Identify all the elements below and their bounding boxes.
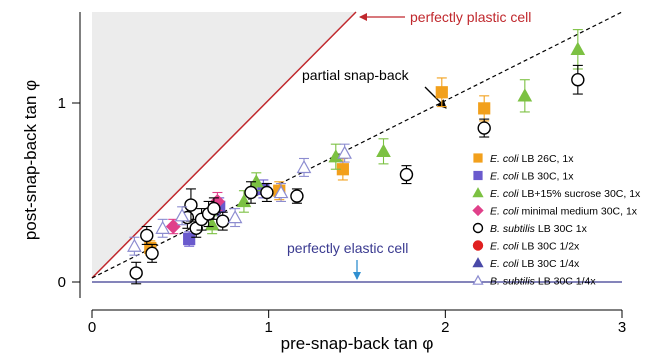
legend-species: E. coli: [490, 153, 519, 165]
data-point: [244, 185, 258, 200]
data-point: [127, 238, 142, 252]
legend-condition: LB 30C 1/4x: [535, 276, 596, 288]
legend-entry: E. coli LB 30C 1/2x: [490, 241, 580, 253]
series: [129, 64, 585, 285]
data-point: [129, 266, 143, 280]
legend-species: E. coli: [490, 241, 519, 253]
legend-entry: B. subtilis LB 30C 1/4x: [490, 276, 596, 288]
snapback-annotation: partial snap-back: [302, 67, 410, 83]
legend-marker: [472, 187, 484, 198]
data-point: [140, 228, 154, 243]
legend-marker: [472, 240, 484, 251]
data-point: [165, 219, 181, 234]
snapback-annotation-arrow: [424, 86, 447, 109]
legend-condition: LB 30C 1/4x: [519, 258, 580, 270]
legend-species: E. coli: [490, 188, 519, 200]
x-axis-label: pre-snap-back tan φ: [281, 334, 434, 353]
y-tick-label: 1: [58, 95, 66, 112]
legend-entry: E. coli LB+15% sucrose 30C, 1x: [490, 188, 641, 200]
x-tick-label: 0: [88, 319, 96, 336]
legend-condition: LB 26C, 1x: [519, 153, 575, 165]
series: [127, 143, 352, 256]
data-point: [376, 143, 391, 157]
legend-marker: [473, 153, 483, 163]
legend-marker: [472, 204, 484, 217]
legend-condition: LB 30C, 1x: [519, 171, 575, 183]
data-point: [517, 88, 533, 102]
x-tick-label: 2: [441, 319, 449, 336]
legend-entry: E. coli LB 30C 1/4x: [490, 258, 580, 270]
legend-marker: [472, 257, 484, 268]
data-point: [155, 220, 171, 234]
data-point: [227, 209, 243, 224]
data-point: [184, 198, 198, 212]
legend-marker: [473, 170, 483, 181]
legend-species: E. coli: [490, 258, 519, 270]
data-point: [145, 246, 159, 261]
data-point: [337, 145, 352, 159]
plastic-annotation: perfectly plastic cell: [410, 9, 531, 25]
legend-species: E. coli: [490, 206, 519, 218]
data-point: [296, 159, 312, 174]
data-point: [260, 185, 274, 200]
x-tick-label: 3: [618, 319, 626, 336]
y-axis-label: post-snap-back tan φ: [21, 80, 40, 240]
legend-species: E. coli: [490, 171, 519, 183]
data-point: [174, 208, 190, 222]
data-point: [435, 86, 448, 99]
legend-marker: [472, 222, 484, 234]
legend-species: B. subtilis: [490, 223, 536, 235]
legend-entry: B. subtilis LB 30C 1x: [490, 223, 588, 235]
data-point: [399, 167, 414, 182]
data-point: [183, 232, 196, 246]
perfectly-plastic-line: [91, 11, 357, 279]
data-point: [290, 189, 304, 203]
legend-condition: LB 30C 1/2x: [519, 241, 580, 253]
legend-marker: [472, 274, 484, 285]
legend-species: B. subtilis: [490, 276, 536, 288]
legend-entry: E. coli LB 30C, 1x: [490, 171, 574, 183]
data-point: [248, 174, 264, 188]
data-point: [571, 73, 585, 87]
x-tick-label: 1: [264, 319, 272, 336]
data-point: [478, 102, 491, 115]
legend-entry: E. coli LB 26C, 1x: [490, 153, 574, 165]
legend-entry: E. coli minimal medium 30C, 1x: [490, 206, 638, 218]
legend-condition: LB 30C 1x: [535, 223, 588, 235]
data-point: [570, 41, 586, 55]
partial-snap-back-line: [91, 11, 623, 279]
y-tick-label: 0: [58, 274, 66, 291]
data-point: [216, 214, 230, 228]
elastic-annotation: perfectly elastic cell: [287, 240, 408, 256]
data-point: [273, 184, 289, 199]
data-point: [477, 121, 491, 135]
legend-condition: minimal medium 30C, 1x: [519, 206, 638, 218]
data-point: [207, 201, 221, 216]
legend-condition: LB+15% sucrose 30C, 1x: [519, 188, 641, 200]
